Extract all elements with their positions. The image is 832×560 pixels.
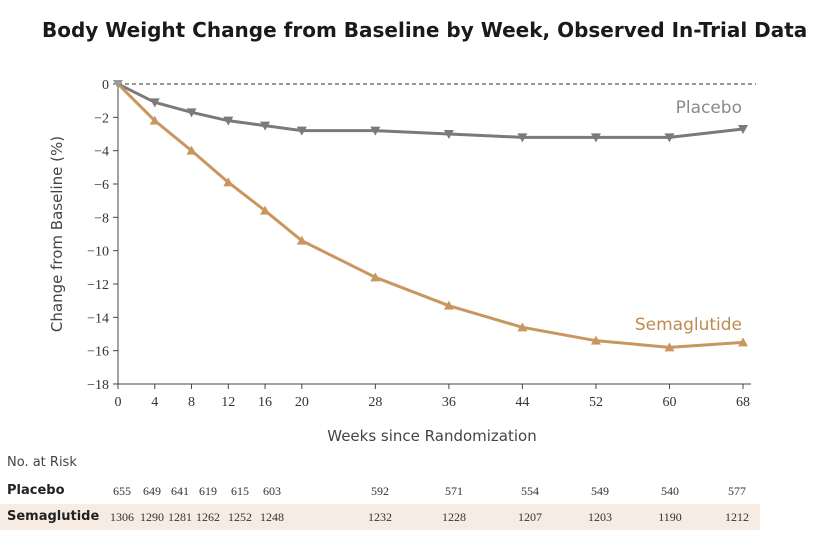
risk-cell: 577 xyxy=(728,484,746,498)
risk-cell: 540 xyxy=(661,484,679,498)
y-tick-label: −18 xyxy=(87,378,109,393)
risk-cell: 619 xyxy=(199,484,217,498)
y-axis-title: Change from Baseline (%) xyxy=(48,136,66,332)
y-tick-label: −12 xyxy=(87,278,109,293)
risk-cell: 1228 xyxy=(442,510,466,524)
x-tick-label: 0 xyxy=(115,395,122,410)
axes: 0 −2 −4 −6 −8 −10 −12 −14 −16 −18 0 4 8 12 16 20 28 36 44 5… xyxy=(87,78,756,410)
x-tick-label: 36 xyxy=(442,395,456,410)
risk-cell: 554 xyxy=(521,484,539,498)
x-tick-label: 60 xyxy=(662,395,676,410)
risk-cell: 1190 xyxy=(658,510,682,524)
data-point-origin xyxy=(113,80,123,89)
risk-row-label: Placebo xyxy=(7,483,65,498)
x-tick-label: 16 xyxy=(258,395,272,410)
y-tick-label: 0 xyxy=(102,78,109,93)
series-line-placebo xyxy=(117,82,744,139)
data-point-placebo xyxy=(590,133,601,143)
x-tick-label: 28 xyxy=(368,395,382,410)
risk-cell: 1203 xyxy=(588,510,612,524)
series-layer: Placebo Semaglutide xyxy=(113,80,748,352)
data-point-semaglutide xyxy=(590,335,601,345)
x-tick-label: 68 xyxy=(736,395,750,410)
series-line-semaglutide xyxy=(116,82,744,349)
data-point-placebo xyxy=(443,130,454,139)
data-point-placebo xyxy=(517,133,528,143)
data-point-placebo xyxy=(149,98,160,108)
risk-cell: 592 xyxy=(371,484,389,498)
risk-cell: 615 xyxy=(231,484,249,498)
risk-cell: 571 xyxy=(445,484,463,498)
y-tick-label: −10 xyxy=(87,245,109,260)
data-point-placebo xyxy=(370,126,381,136)
data-point-semaglutide xyxy=(370,272,381,282)
y-tick-label: −16 xyxy=(87,345,109,360)
risk-cell: 1252 xyxy=(228,510,252,524)
line-chart: 0 −2 −4 −6 −8 −10 −12 −14 −16 −18 0 4 8 12 16 20 28 36 44 5… xyxy=(48,78,756,445)
risk-cell: 655 xyxy=(113,484,131,498)
series-label-semaglutide: Semaglutide xyxy=(635,315,742,335)
x-axis-title: Weeks since Randomization xyxy=(327,427,536,445)
data-point-semaglutide xyxy=(186,145,197,155)
data-point-semaglutide xyxy=(149,115,160,125)
y-tick-label: −8 xyxy=(94,211,109,226)
risk-cell: 1262 xyxy=(196,510,220,524)
risk-cell: 549 xyxy=(591,484,609,498)
risk-row-semaglutide: Semaglutide 1306 1290 1281 1262 1252 1248 1232 1… xyxy=(0,504,760,530)
x-tick-label: 8 xyxy=(188,395,195,410)
data-point-semaglutide xyxy=(223,177,234,187)
data-point-placebo xyxy=(186,108,197,118)
risk-cell: 1281 xyxy=(168,510,192,524)
risk-cell: 1248 xyxy=(260,510,284,524)
risk-cell: 1290 xyxy=(140,510,164,524)
data-point-placebo xyxy=(738,125,748,134)
series-label-placebo: Placebo xyxy=(676,98,742,118)
y-tick-label: −6 xyxy=(94,178,109,193)
x-tick-label: 20 xyxy=(295,395,309,410)
risk-row-placebo: Placebo 655 649 641 619 615 603 592 571 554 549 540… xyxy=(0,478,760,504)
risk-table-header: No. at Risk xyxy=(7,455,77,470)
data-point-semaglutide xyxy=(738,337,748,347)
data-point-placebo xyxy=(296,126,307,136)
data-point-semaglutide xyxy=(443,300,454,310)
risk-cell: 641 xyxy=(171,484,189,498)
data-point-semaglutide xyxy=(260,205,271,215)
data-point-semaglutide xyxy=(664,342,675,352)
x-tick-label: 12 xyxy=(221,395,235,410)
x-tick-label: 4 xyxy=(151,395,158,410)
y-tick-label: −14 xyxy=(87,311,109,326)
data-point-placebo xyxy=(664,133,675,143)
chart-title: Body Weight Change from Baseline by Week… xyxy=(42,18,808,42)
y-tick-label: −2 xyxy=(94,111,109,126)
x-tick-label: 44 xyxy=(515,395,529,410)
data-point-placebo xyxy=(260,121,271,131)
x-tick-label: 52 xyxy=(589,395,603,410)
risk-cell: 1212 xyxy=(725,510,749,524)
data-point-semaglutide xyxy=(296,235,307,245)
risk-cell: 1207 xyxy=(518,510,542,524)
risk-cell: 1232 xyxy=(368,510,392,524)
risk-cell: 603 xyxy=(263,484,281,498)
risk-cell: 649 xyxy=(143,484,161,498)
y-tick-label: −4 xyxy=(94,145,109,160)
data-point-semaglutide xyxy=(517,322,528,332)
data-point-placebo xyxy=(223,116,234,126)
risk-cell: 1306 xyxy=(110,510,134,524)
risk-row-label: Semaglutide xyxy=(7,509,100,524)
